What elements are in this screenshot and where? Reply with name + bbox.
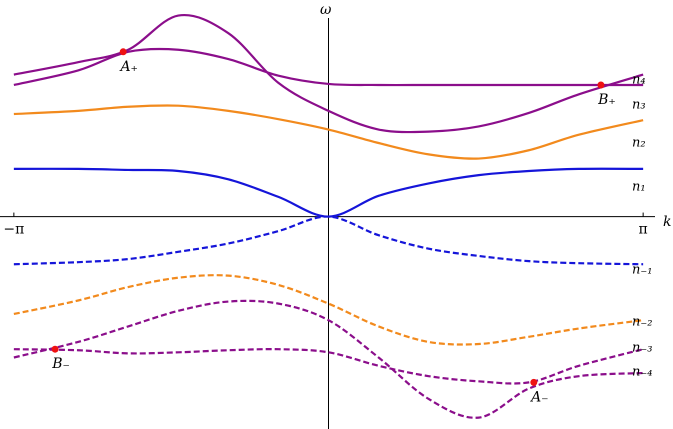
x-tick-label: π xyxy=(639,222,648,238)
crossing-point xyxy=(119,48,127,56)
point-label: B₊ xyxy=(597,92,616,108)
series-label: n₂ xyxy=(632,136,646,151)
band-curve xyxy=(13,215,644,266)
band-curve xyxy=(13,348,644,385)
series-label: n₃ xyxy=(632,98,646,113)
series-label: n₋₄ xyxy=(632,365,652,380)
series-label: n₄ xyxy=(632,73,646,88)
band-curve xyxy=(13,13,644,134)
series-label: n₋₂ xyxy=(632,315,652,330)
point-label: B₋ xyxy=(51,356,70,372)
point-label: A₋ xyxy=(529,389,549,405)
band-curve xyxy=(13,274,644,346)
series-label: n₋₁ xyxy=(632,263,652,278)
band-curve xyxy=(13,104,644,160)
x-axis-label: k xyxy=(663,214,671,230)
crossing-point xyxy=(530,378,538,386)
band-curve xyxy=(13,299,644,419)
y-axis-label: ω xyxy=(320,2,332,18)
series-label: n₁ xyxy=(632,180,646,195)
crossing-point xyxy=(597,81,605,89)
crossing-point xyxy=(51,345,59,353)
band-curve xyxy=(13,47,644,87)
series-label: n₋₃ xyxy=(632,341,652,356)
x-tick-label: −π xyxy=(3,222,24,238)
point-label: A₊ xyxy=(118,59,138,75)
